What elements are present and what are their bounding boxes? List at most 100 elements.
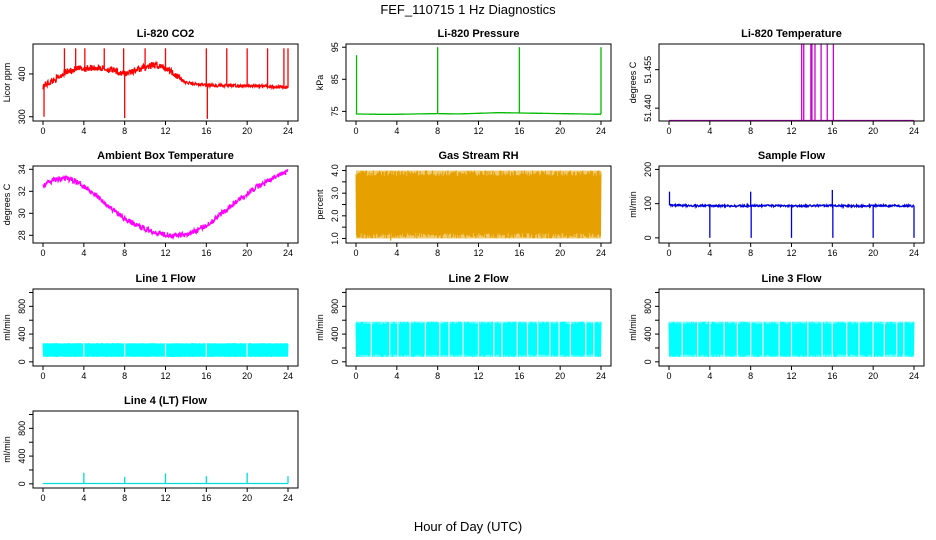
y-tick-label: 75 — [330, 106, 340, 116]
x-tick-label: 24 — [283, 371, 293, 381]
x-tick-label: 16 — [201, 126, 211, 136]
y-axis-label: ml/min — [315, 314, 325, 341]
panel-title: Li-820 Pressure — [438, 28, 520, 40]
x-tick-label: 0 — [666, 126, 671, 136]
data-layer — [43, 472, 289, 485]
x-tick-label: 4 — [394, 371, 399, 381]
y-tick-label: 800 — [330, 299, 340, 314]
x-tick-label: 8 — [748, 126, 753, 136]
data-layer — [42, 48, 289, 119]
x-tick-label: 16 — [514, 126, 524, 136]
x-tick-label: 24 — [909, 371, 919, 381]
x-tick-label: 16 — [827, 248, 837, 258]
x-tick-label: 16 — [514, 248, 524, 258]
chart-panel: Ambient Box Temperature degrees C 0 4 8 12 16 2… — [2, 150, 299, 258]
x-tick-label: 0 — [666, 248, 671, 258]
panel-title: Li-820 CO2 — [137, 28, 194, 40]
x-tick-label: 0 — [40, 493, 45, 503]
x-tick-label: 20 — [868, 248, 878, 258]
x-tick-label: 12 — [473, 371, 483, 381]
x-tick-label: 12 — [160, 493, 170, 503]
panel-title: Li-820 Temperature — [741, 28, 842, 40]
x-tick-label: 12 — [473, 248, 483, 258]
x-tick-label: 16 — [201, 493, 211, 503]
x-tick-label: 24 — [596, 126, 606, 136]
x-tick-label: 0 — [353, 248, 358, 258]
x-tick-label: 8 — [122, 371, 127, 381]
y-tick-label: 28 — [17, 230, 27, 240]
panel-title: Ambient Box Temperature — [97, 150, 234, 162]
y-axis-label: percent — [315, 189, 325, 220]
y-tick-label: 800 — [643, 299, 653, 314]
y-tick-label: 400 — [17, 449, 27, 464]
x-tick-label: 24 — [283, 493, 293, 503]
series-line — [356, 112, 601, 115]
chart-panel: Li-820 CO2 Licor ppm 0 4 8 12 16 20 24 300 400 — [2, 28, 299, 136]
x-tick-label: 12 — [786, 126, 796, 136]
x-tick-label: 8 — [122, 493, 127, 503]
x-tick-label: 20 — [868, 371, 878, 381]
x-tick-label: 20 — [242, 371, 252, 381]
x-tick-label: 20 — [242, 248, 252, 258]
x-tick-label: 0 — [353, 126, 358, 136]
x-tick-label: 12 — [160, 248, 170, 258]
chart-panel: Gas Stream RH percent 0 4 8 12 16 20 24 1.0 2.0 3.0… — [315, 150, 612, 258]
x-tick-label: 8 — [748, 371, 753, 381]
x-tick-label: 24 — [596, 371, 606, 381]
series-band — [356, 170, 601, 239]
x-tick-label: 24 — [909, 126, 919, 136]
panel-title: Line 4 (LT) Flow — [124, 395, 207, 407]
x-tick-label: 4 — [394, 248, 399, 258]
data-layer — [42, 168, 289, 240]
y-axis-label: ml/min — [628, 191, 638, 218]
x-tick-label: 4 — [707, 371, 712, 381]
y-tick-label: 0 — [330, 359, 340, 364]
y-tick-label: 4.0 — [330, 164, 340, 177]
y-tick-label: 0 — [643, 359, 653, 364]
data-layer — [355, 170, 602, 241]
x-tick-label: 24 — [283, 126, 293, 136]
data-layer — [668, 189, 915, 238]
x-tick-label: 24 — [283, 248, 293, 258]
y-tick-label: 800 — [17, 299, 27, 314]
x-tick-label: 20 — [555, 126, 565, 136]
chart-panel: Line 1 Flow ml/min 0 4 8 12 16 20 24 0 400 800 — [2, 273, 299, 381]
x-tick-label: 12 — [160, 126, 170, 136]
plot-frame — [32, 165, 299, 244]
y-tick-label: 400 — [17, 66, 27, 81]
x-tick-label: 16 — [514, 371, 524, 381]
y-tick-label: 400 — [643, 327, 653, 342]
x-tick-label: 12 — [786, 248, 796, 258]
x-tick-label: 4 — [81, 126, 86, 136]
x-tick-label: 16 — [827, 371, 837, 381]
panel-title: Line 3 Flow — [762, 273, 822, 285]
x-tick-label: 0 — [353, 371, 358, 381]
y-axis-label: ml/min — [628, 314, 638, 341]
panel-title: Sample Flow — [758, 150, 826, 162]
y-axis-label: Licor ppm — [2, 63, 12, 103]
y-tick-label: 400 — [17, 327, 27, 342]
y-tick-label: 0 — [643, 235, 653, 240]
x-tick-label: 16 — [201, 248, 211, 258]
y-axis-label: ml/min — [2, 314, 12, 341]
x-tick-label: 12 — [160, 371, 170, 381]
x-tick-label: 8 — [435, 371, 440, 381]
x-tick-label: 0 — [40, 371, 45, 381]
chart-panel: Sample Flow ml/min 0 4 8 12 16 20 24 0 100 200 — [628, 150, 925, 258]
y-tick-label: 2.0 — [330, 210, 340, 223]
data-layer — [355, 47, 602, 115]
y-tick-label: 51.455 — [643, 56, 653, 84]
x-tick-label: 20 — [242, 126, 252, 136]
x-tick-label: 4 — [707, 126, 712, 136]
y-tick-label: 0 — [17, 359, 27, 364]
y-tick-label: 200 — [643, 162, 653, 177]
data-layer — [42, 343, 289, 358]
y-tick-label: 400 — [330, 327, 340, 342]
panel-title: Gas Stream RH — [438, 150, 518, 162]
y-tick-label: 1.0 — [330, 232, 340, 245]
x-tick-label: 16 — [201, 371, 211, 381]
x-tick-label: 8 — [122, 248, 127, 258]
x-tick-label: 24 — [909, 248, 919, 258]
